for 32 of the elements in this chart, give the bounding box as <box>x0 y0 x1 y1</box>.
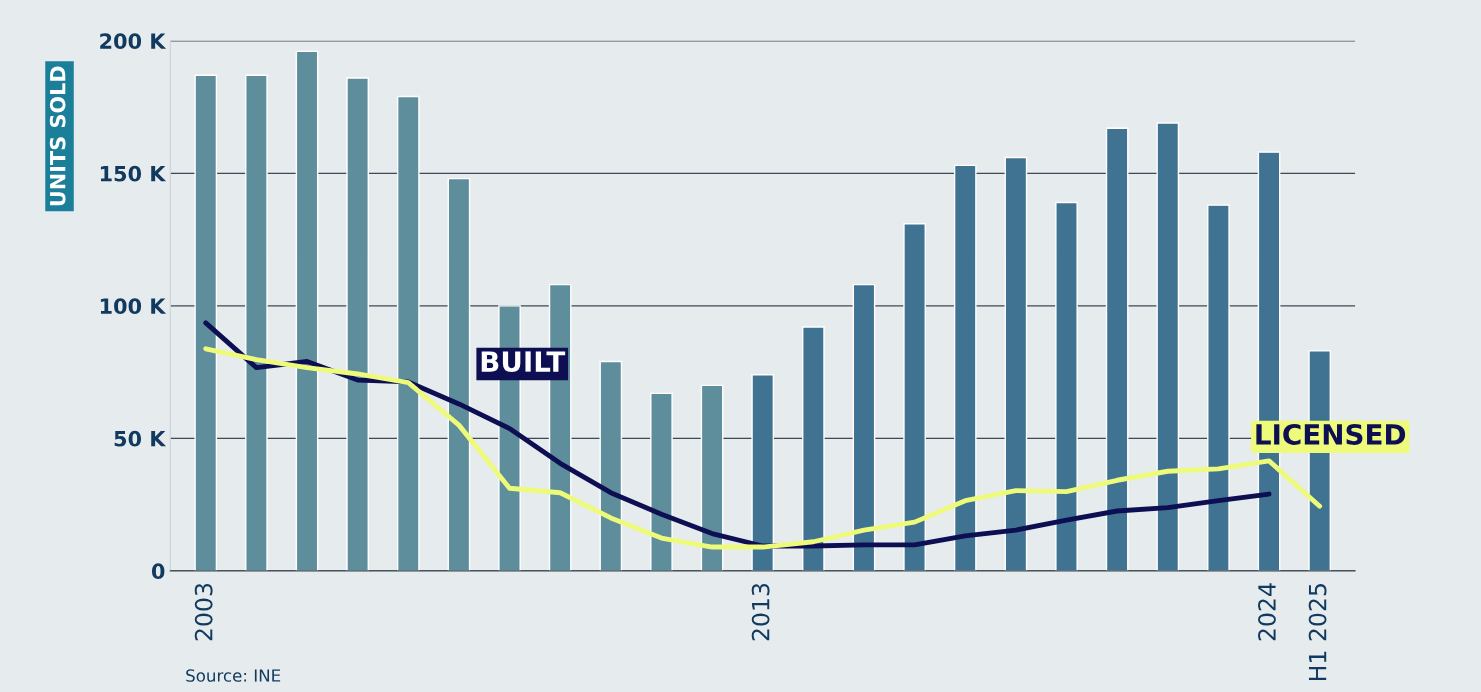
bar <box>396 95 420 571</box>
bar <box>1004 156 1028 571</box>
x-tick-label: 2024 <box>1258 583 1276 641</box>
bar <box>346 77 369 571</box>
x-tick-label: 2003 <box>194 583 213 641</box>
bar <box>903 223 926 571</box>
bar <box>1105 127 1129 571</box>
bar <box>295 50 319 571</box>
y-tick-label: 100 K <box>100 298 167 315</box>
y-tick-label: 50 K <box>114 430 167 447</box>
source-note: Source: INE <box>186 669 281 682</box>
y-tick-label: 0 <box>151 563 165 580</box>
x-tick-label: 2013 <box>751 583 770 641</box>
bar <box>650 392 673 571</box>
bar <box>852 283 876 571</box>
series-label: BUILT <box>481 351 566 373</box>
y-tick-label: 200 K <box>100 33 167 50</box>
bar <box>1156 122 1180 571</box>
bar <box>1207 204 1230 571</box>
bar <box>953 164 977 571</box>
bar <box>447 177 471 571</box>
bar <box>1055 201 1078 571</box>
bar <box>700 384 724 571</box>
bar <box>194 74 218 571</box>
bar <box>751 374 775 571</box>
bar <box>802 326 825 571</box>
series-label: LICENSED <box>1256 423 1406 445</box>
y-tick-label: 150 K <box>100 165 167 182</box>
bar <box>599 360 623 571</box>
bar <box>245 74 268 571</box>
x-tick-label: H1 2025 <box>1308 584 1327 681</box>
y-axis-title: UNITS SOLD <box>49 66 66 206</box>
